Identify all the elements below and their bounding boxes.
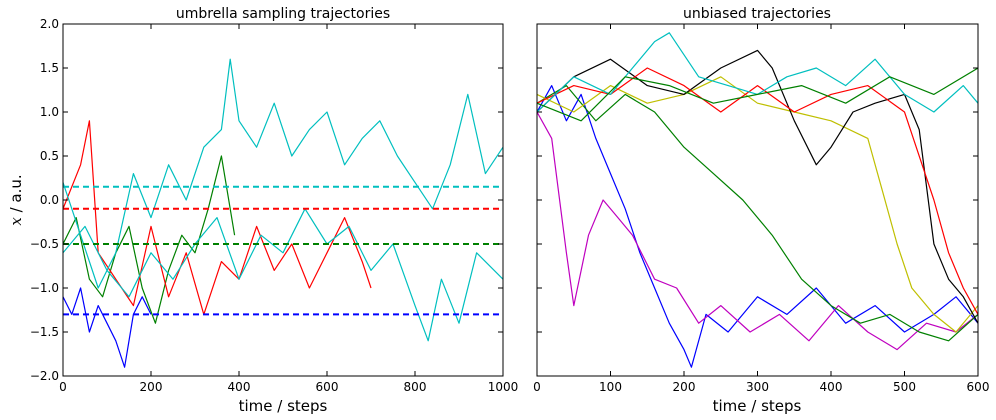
left-plot-area bbox=[63, 24, 503, 376]
right-series-line-4 bbox=[537, 49, 978, 324]
left-series-line-4 bbox=[63, 208, 503, 342]
left-y-tick-label: −0.5 bbox=[30, 237, 59, 251]
left-series-line-3 bbox=[63, 58, 503, 289]
right-x-ticks: 0 100 200 300 400 500 600 bbox=[533, 24, 989, 394]
left-y-label-var: x bbox=[7, 217, 25, 226]
left-y-ticks: −2.0 −1.5 −1.0 −0.5 0.0 0.5 1.0 1.5 2.0 bbox=[30, 17, 503, 383]
left-x-tick-label: 200 bbox=[140, 380, 163, 394]
left-series-line-0 bbox=[63, 287, 152, 368]
right-x-tick-label: 200 bbox=[673, 380, 696, 394]
right-x-tick-label: 500 bbox=[893, 380, 916, 394]
right-series-line-1 bbox=[537, 111, 978, 351]
right-series-line-7 bbox=[537, 67, 978, 122]
left-x-tick-label: 600 bbox=[316, 380, 339, 394]
right-series-line-0 bbox=[537, 84, 978, 368]
left-y-label: x / a.u. bbox=[7, 174, 25, 225]
left-x-tick-label: 800 bbox=[404, 380, 427, 394]
right-x-tick-label: 600 bbox=[967, 380, 990, 394]
left-y-tick-label: 0.0 bbox=[40, 193, 59, 207]
right-title: unbiased trajectories bbox=[683, 6, 831, 22]
right-series-line-3 bbox=[537, 76, 978, 333]
left-panel: umbrella sampling trajectories 0 200 400 60… bbox=[7, 6, 518, 415]
left-x-label: time / steps bbox=[239, 397, 328, 415]
right-plot-content bbox=[537, 32, 978, 368]
left-plot-content bbox=[63, 58, 503, 368]
left-series-line-2 bbox=[63, 120, 372, 315]
left-y-tick-label: 1.0 bbox=[40, 105, 59, 119]
left-y-tick-label: −1.0 bbox=[30, 281, 59, 295]
left-x-tick-label: 400 bbox=[228, 380, 251, 394]
right-series-line-5 bbox=[537, 67, 978, 315]
left-x-tick-label: 1000 bbox=[488, 380, 519, 394]
left-y-tick-label: 2.0 bbox=[40, 17, 59, 31]
right-x-tick-label: 0 bbox=[533, 380, 541, 394]
right-panel: unbiased trajectories 0 100 200 300 400 500 60… bbox=[533, 6, 989, 415]
left-y-tick-label: −2.0 bbox=[30, 369, 59, 383]
right-series-line-2 bbox=[537, 84, 978, 342]
left-x-ticks: 0 200 400 600 800 1000 bbox=[59, 24, 518, 394]
left-series-line-1 bbox=[63, 155, 236, 324]
right-x-label: time / steps bbox=[713, 397, 802, 415]
right-x-tick-label: 400 bbox=[820, 380, 843, 394]
right-x-tick-label: 300 bbox=[746, 380, 769, 394]
left-y-label-rest: / a.u. bbox=[7, 174, 25, 217]
left-title: umbrella sampling trajectories bbox=[176, 6, 390, 22]
right-x-tick-label: 100 bbox=[599, 380, 622, 394]
right-y-ticks bbox=[537, 23, 978, 377]
left-y-tick-label: 1.5 bbox=[40, 61, 59, 75]
left-x-tick-label: 0 bbox=[59, 380, 67, 394]
left-y-tick-label: 0.5 bbox=[40, 149, 59, 163]
left-y-tick-label: −1.5 bbox=[30, 325, 59, 339]
